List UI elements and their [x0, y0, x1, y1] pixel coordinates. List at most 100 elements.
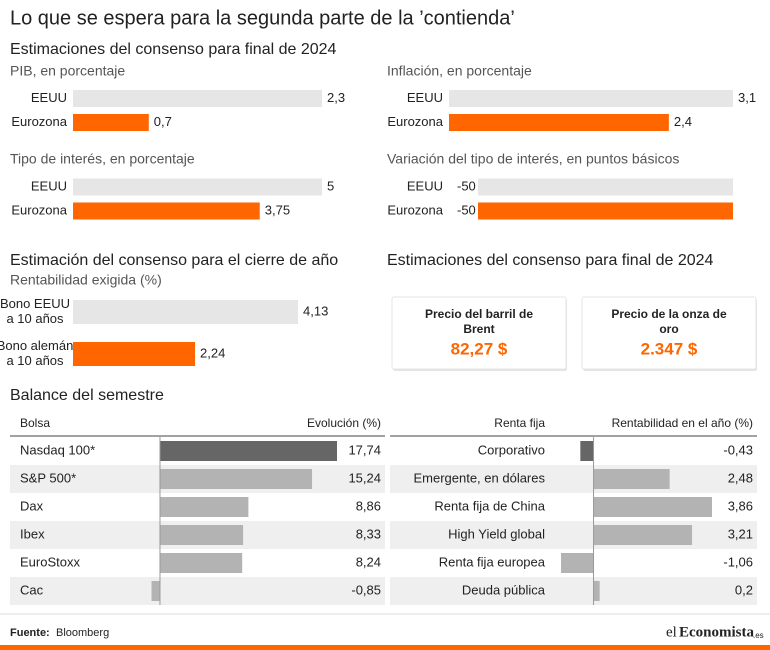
chart-title: Rentabilidad exigida (%) — [10, 272, 162, 288]
section-title: Estimaciones del consenso para final de … — [387, 252, 714, 269]
category-label: Eurozona — [387, 202, 443, 217]
bar — [151, 581, 160, 601]
row-label: Deuda pública — [462, 582, 546, 597]
category-label: Bono EEUU a 10 años — [0, 296, 71, 326]
category-label: EEUU — [407, 178, 443, 193]
bar — [593, 581, 600, 601]
card-label: Precio del barril de Brent — [424, 307, 534, 336]
chart-title: PIB, en porcentaje — [10, 63, 125, 79]
chart-title: Inflación, en porcentaje — [387, 63, 532, 79]
row-label: EuroStoxx — [20, 554, 80, 569]
value-label: 5 — [327, 178, 334, 193]
card — [581, 296, 757, 370]
value-label: 2,24 — [200, 345, 225, 360]
source-text: Bloomberg — [56, 627, 109, 639]
value-label: 3,21 — [728, 526, 753, 541]
title: Lo que se espera para la segunda parte d… — [10, 7, 515, 29]
card-label: Precio de la onza de oro — [611, 307, 727, 336]
value-label: 8,86 — [356, 498, 381, 513]
row-label: Cac — [20, 582, 44, 597]
value-label: 8,24 — [356, 554, 381, 569]
bar — [73, 178, 322, 196]
footer-bar — [0, 645, 770, 650]
category-label-box: Bono alemán a 10 años — [0, 338, 74, 368]
value-label: 0,2 — [735, 582, 753, 597]
category-label: Eurozona — [387, 114, 443, 129]
value-label: 2,48 — [728, 470, 753, 485]
category-label: Bono alemán a 10 años — [0, 338, 74, 368]
value-label: 8,33 — [356, 526, 381, 541]
subtitle: Estimaciones del consenso para final de … — [10, 41, 337, 58]
row-label: Ibex — [20, 526, 45, 541]
card-value: 2.347 $ — [641, 339, 698, 358]
category-label: EEUU — [31, 178, 67, 193]
value-label: 2,4 — [674, 114, 692, 129]
row-label: Renta fija de China — [434, 498, 545, 513]
value-label: -50 — [457, 202, 476, 217]
row-label: Renta fija europea — [439, 554, 546, 569]
bar — [159, 525, 244, 545]
bar — [73, 342, 196, 366]
bar — [73, 90, 322, 107]
category-label: Eurozona — [11, 202, 67, 217]
logo-name: Economista — [679, 624, 755, 640]
source-label: Fuente: — [10, 627, 50, 639]
value-label: -50 — [457, 178, 476, 193]
row-label: S&P 500* — [20, 470, 76, 485]
value-label: 4,13 — [303, 303, 328, 318]
bar — [478, 202, 733, 220]
bar — [159, 553, 243, 573]
value-label: 3,86 — [728, 498, 753, 513]
chart-title: Tipo de interés, en porcentaje — [10, 151, 195, 167]
category-label: EEUU — [407, 90, 443, 105]
row-label: Nasdaq 100* — [20, 442, 95, 457]
bar — [449, 114, 669, 131]
bar — [593, 469, 670, 489]
value-label: 3,1 — [738, 90, 756, 105]
value-label: -0,43 — [723, 442, 753, 457]
value-label: 2,3 — [327, 90, 345, 105]
bar — [478, 178, 733, 196]
bar — [159, 441, 337, 461]
row-label: Dax — [20, 498, 44, 513]
column-header: Rentabilidad en el año (%) — [612, 416, 753, 430]
row-bg — [390, 521, 757, 549]
row-label: Corporativo — [478, 442, 545, 457]
value-label: -1,06 — [723, 554, 753, 569]
section-title: Estimación del consenso para el cierre d… — [10, 252, 338, 269]
bar — [73, 114, 149, 131]
value-label: 0,7 — [154, 114, 172, 129]
category-label: EEUU — [31, 90, 67, 105]
value-label: -0,85 — [351, 582, 381, 597]
row-bg — [10, 577, 385, 605]
value-label: 17,74 — [348, 442, 381, 457]
bar — [73, 202, 260, 220]
card — [391, 296, 567, 370]
column-header: Renta fija — [494, 416, 545, 430]
logo-suffix: .es — [753, 631, 764, 640]
card-label-box: Precio del barril de Brent — [424, 307, 534, 336]
column-header: Evolución (%) — [307, 416, 381, 430]
bar — [580, 441, 594, 461]
column-header: Bolsa — [20, 416, 50, 430]
bar — [593, 497, 712, 517]
card-value: 82,27 $ — [451, 339, 508, 358]
category-label-box: Bono EEUU a 10 años — [0, 296, 71, 326]
card-label-box: Precio de la onza de oro — [611, 307, 727, 336]
bar — [159, 497, 249, 517]
bar — [159, 469, 313, 489]
value-label: 15,24 — [348, 470, 381, 485]
section-title: Balance del semestre — [10, 387, 164, 404]
row-bg — [390, 465, 757, 493]
value-label: 3,75 — [265, 202, 290, 217]
bar — [73, 300, 298, 324]
bar — [449, 90, 733, 107]
row-label: Emergente, en dólares — [413, 470, 545, 485]
bar — [593, 525, 693, 545]
chart-title: Variación del tipo de interés, en puntos… — [387, 151, 679, 167]
logo-prefix: el — [666, 624, 677, 640]
row-bg — [390, 577, 757, 605]
bar — [561, 553, 594, 573]
category-label: Eurozona — [11, 114, 67, 129]
